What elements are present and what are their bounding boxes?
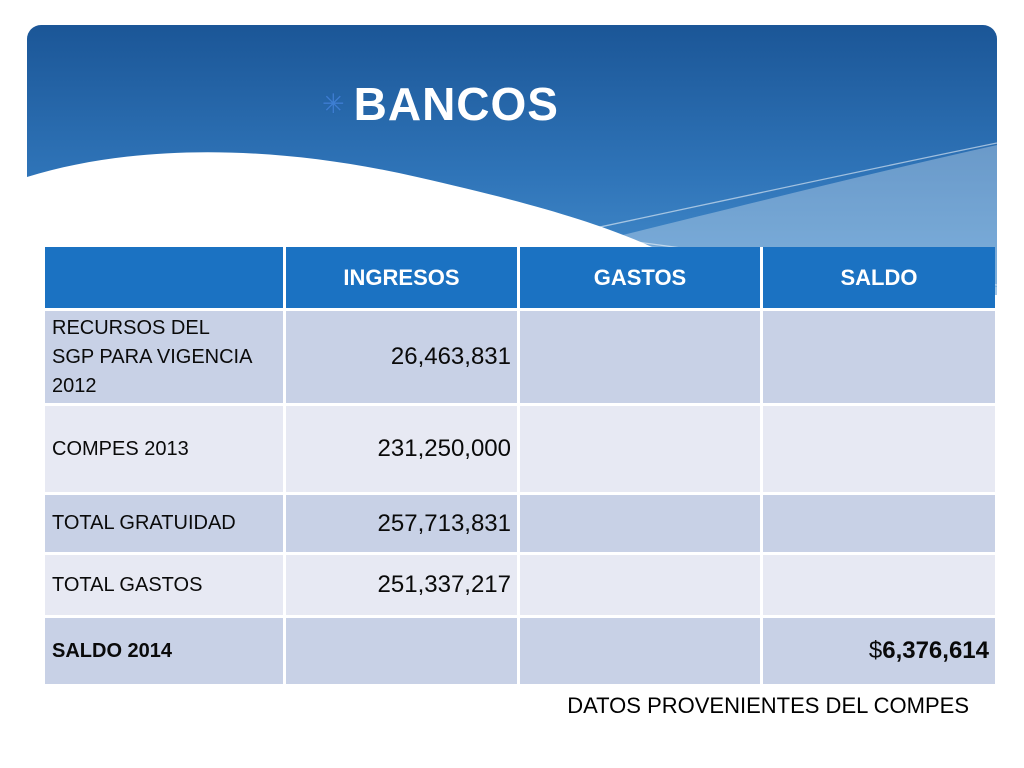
row-label-recursos-sgp: RECURSOS DEL SGP PARA VIGENCIA 2012 xyxy=(45,311,283,403)
slide-title: BANCOS xyxy=(353,78,559,130)
cell-gastos-saldo-2014 xyxy=(520,618,760,684)
column-header-ingresos: INGRESOS xyxy=(286,247,517,308)
row-label-saldo-2014: SALDO 2014 xyxy=(45,618,283,684)
cell-saldo-saldo-2014: $6,376,614 xyxy=(763,618,995,684)
row-label-total-gratuidad: TOTAL GRATUIDAD xyxy=(45,495,283,552)
cell-gastos-recursos-sgp xyxy=(520,311,760,403)
slide: ✳ BANCOS INGRESOS GASTOS SALDO RECURSOS … xyxy=(27,25,997,768)
cell-saldo-recursos-sgp xyxy=(763,311,995,403)
cell-ingresos-compes-2013: 231,250,000 xyxy=(286,406,517,492)
saldo-currency-symbol: $ xyxy=(868,637,883,664)
column-header-empty xyxy=(45,247,283,308)
asterisk-bullet-icon: ✳ xyxy=(322,88,345,119)
cell-gastos-total-gratuidad xyxy=(520,495,760,552)
cell-saldo-compes-2013 xyxy=(763,406,995,492)
cell-saldo-total-gastos xyxy=(763,555,995,615)
saldo-amount: 6,376,614 xyxy=(882,637,989,664)
cell-saldo-total-gratuidad xyxy=(763,495,995,552)
footer-note: DATOS PROVENIENTES DEL COMPES xyxy=(567,693,969,718)
column-header-gastos: GASTOS xyxy=(520,247,760,308)
cell-ingresos-total-gratuidad: 257,713,831 xyxy=(286,495,517,552)
row-label-total-gastos: TOTAL GASTOS xyxy=(45,555,283,615)
row-label-compes-2013: COMPES 2013 xyxy=(45,406,283,492)
column-header-saldo: SALDO xyxy=(763,247,995,308)
cell-gastos-compes-2013 xyxy=(520,406,760,492)
title-block: ✳ BANCOS xyxy=(322,70,559,138)
cell-gastos-total-gastos xyxy=(520,555,760,615)
cell-ingresos-total-gastos: 251,337,217 xyxy=(286,555,517,615)
cell-ingresos-saldo-2014 xyxy=(286,618,517,684)
cell-ingresos-recursos-sgp: 26,463,831 xyxy=(286,311,517,403)
bancos-table: INGRESOS GASTOS SALDO RECURSOS DEL SGP P… xyxy=(45,247,995,684)
